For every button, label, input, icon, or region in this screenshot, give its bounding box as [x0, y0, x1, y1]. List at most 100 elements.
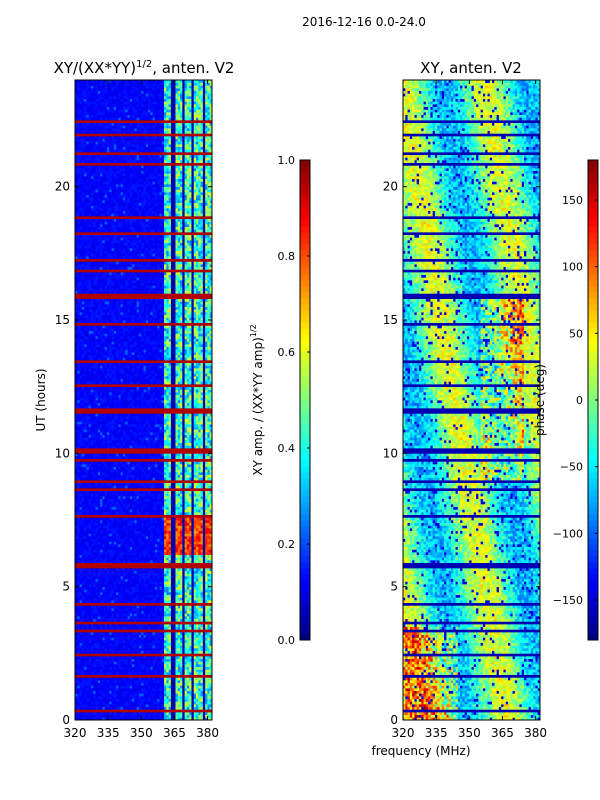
amp-heat-cell [148, 677, 151, 680]
amp-heat-cell [96, 701, 99, 704]
amp-heat-cell [141, 712, 144, 715]
amp-heat-cell [125, 669, 128, 672]
amp-heat-cell [107, 712, 110, 715]
amp-heat-cell [91, 701, 94, 704]
amp-heat-cell [93, 709, 96, 712]
amp-heat-cell [164, 685, 167, 688]
amp-heat-cell [185, 675, 188, 678]
amp-heat-cell [80, 669, 83, 672]
amp-heat-cell [77, 677, 80, 680]
amp-heat-cell [182, 715, 185, 718]
amp-heat-cell [121, 693, 124, 696]
amp-heat-cell [162, 699, 165, 702]
amp-heat-cell [144, 691, 147, 694]
amp-heat-cell [128, 669, 131, 672]
amp-heat-cell [84, 709, 87, 712]
amp-heat-cell [98, 669, 101, 672]
amp-heat-cell [118, 691, 121, 694]
amp-heat-cell [185, 709, 188, 712]
amp-heat-cell [107, 675, 110, 678]
amp-heat-cell [105, 693, 108, 696]
amp-heat-cell [132, 688, 135, 691]
amp-heat-cell [107, 683, 110, 686]
amp-heat-cell [84, 701, 87, 704]
amp-heat-cell [86, 704, 89, 707]
amp-heat-cell [139, 672, 142, 675]
amp-heat-cell [107, 699, 110, 702]
amp-heat-cell [185, 691, 188, 694]
amp-heat-cell [121, 669, 124, 672]
amp-panel: XY/(XX*YY)1/2, anten. V2 320 335 350 365 380… [34, 59, 234, 740]
amp-heat-cell [191, 707, 194, 710]
amp-heatmap [75, 80, 212, 720]
amp-heat-cell [93, 677, 96, 680]
amp-heat-cell [187, 696, 190, 699]
amp-heat-cell [141, 672, 144, 675]
amp-heat-cell [96, 680, 99, 683]
amp-heat-cell [159, 691, 162, 694]
amp-heat-cell [114, 696, 117, 699]
amp-heat-cell [82, 704, 85, 707]
amp-heat-cell [91, 672, 94, 675]
amp-heat-cell [125, 688, 128, 691]
amp-heat-cell [162, 693, 165, 696]
amp-heat-cell [150, 680, 153, 683]
amp-heat-cell [77, 669, 80, 672]
amp-heat-cell [159, 680, 162, 683]
amp-heat-cell [182, 691, 185, 694]
amp-heat-cell [205, 688, 208, 691]
amp-heat-cell [150, 675, 153, 678]
amp-heat-cell [207, 707, 210, 710]
amp-heat-cell [80, 691, 83, 694]
amp-heat-cell [112, 669, 115, 672]
amp-heat-cell [86, 675, 89, 678]
amp-heat-cell [148, 712, 151, 715]
amp-heat-cell [84, 675, 87, 678]
amp-heat-cell [98, 685, 101, 688]
amp-heat-cell [118, 693, 121, 696]
amp-heat-cell [175, 680, 178, 683]
amp-heat-cell [114, 715, 117, 718]
amp-heat-cell [157, 683, 160, 686]
amp-heat-cell [91, 699, 94, 702]
amp-heat-cell [169, 715, 172, 718]
amp-heat-cell [191, 699, 194, 702]
amp-heat-cell [125, 675, 128, 678]
amp-heat-cell [146, 704, 149, 707]
amp-heat-cell [159, 715, 162, 718]
amp-heat-cell [141, 701, 144, 704]
amp-heat-cell [159, 699, 162, 702]
amp-heat-cell [178, 707, 181, 710]
amp-heat-cell [89, 712, 92, 715]
amp-heat-cell [180, 707, 183, 710]
amp-heat-cell [82, 715, 85, 718]
amp-heat-cell [155, 715, 158, 718]
amp-heat-cell [139, 696, 142, 699]
amp-heat-cell [112, 715, 115, 718]
amp-heat-cell [166, 699, 169, 702]
amp-heat-cell [109, 680, 112, 683]
amp-heat-cell [141, 688, 144, 691]
amp-heat-cell [146, 680, 149, 683]
amp-heat-cell [93, 701, 96, 704]
amp-heat-cell [182, 693, 185, 696]
amp-heat-cell [109, 683, 112, 686]
amp-heat-cell [137, 669, 140, 672]
amp-heat-cell [114, 683, 117, 686]
amp-heat-cell [130, 672, 133, 675]
amp-heat-cell [132, 696, 135, 699]
amp-heat-cell [107, 680, 110, 683]
amp-heat-cell [159, 677, 162, 680]
amp-heat-cell [137, 677, 140, 680]
amp-heat-cell [123, 685, 126, 688]
amp-heat-cell [148, 680, 151, 683]
amp-heat-cell [157, 704, 160, 707]
amp-heat-cell [162, 677, 165, 680]
amp-heat-cell [150, 715, 153, 718]
amp-heat-cell [82, 696, 85, 699]
amp-heat-cell [98, 683, 101, 686]
amp-heat-cell [171, 704, 174, 707]
amp-heat-cell [98, 680, 101, 683]
amp-heat-cell [166, 683, 169, 686]
amp-heat-cell [132, 693, 135, 696]
